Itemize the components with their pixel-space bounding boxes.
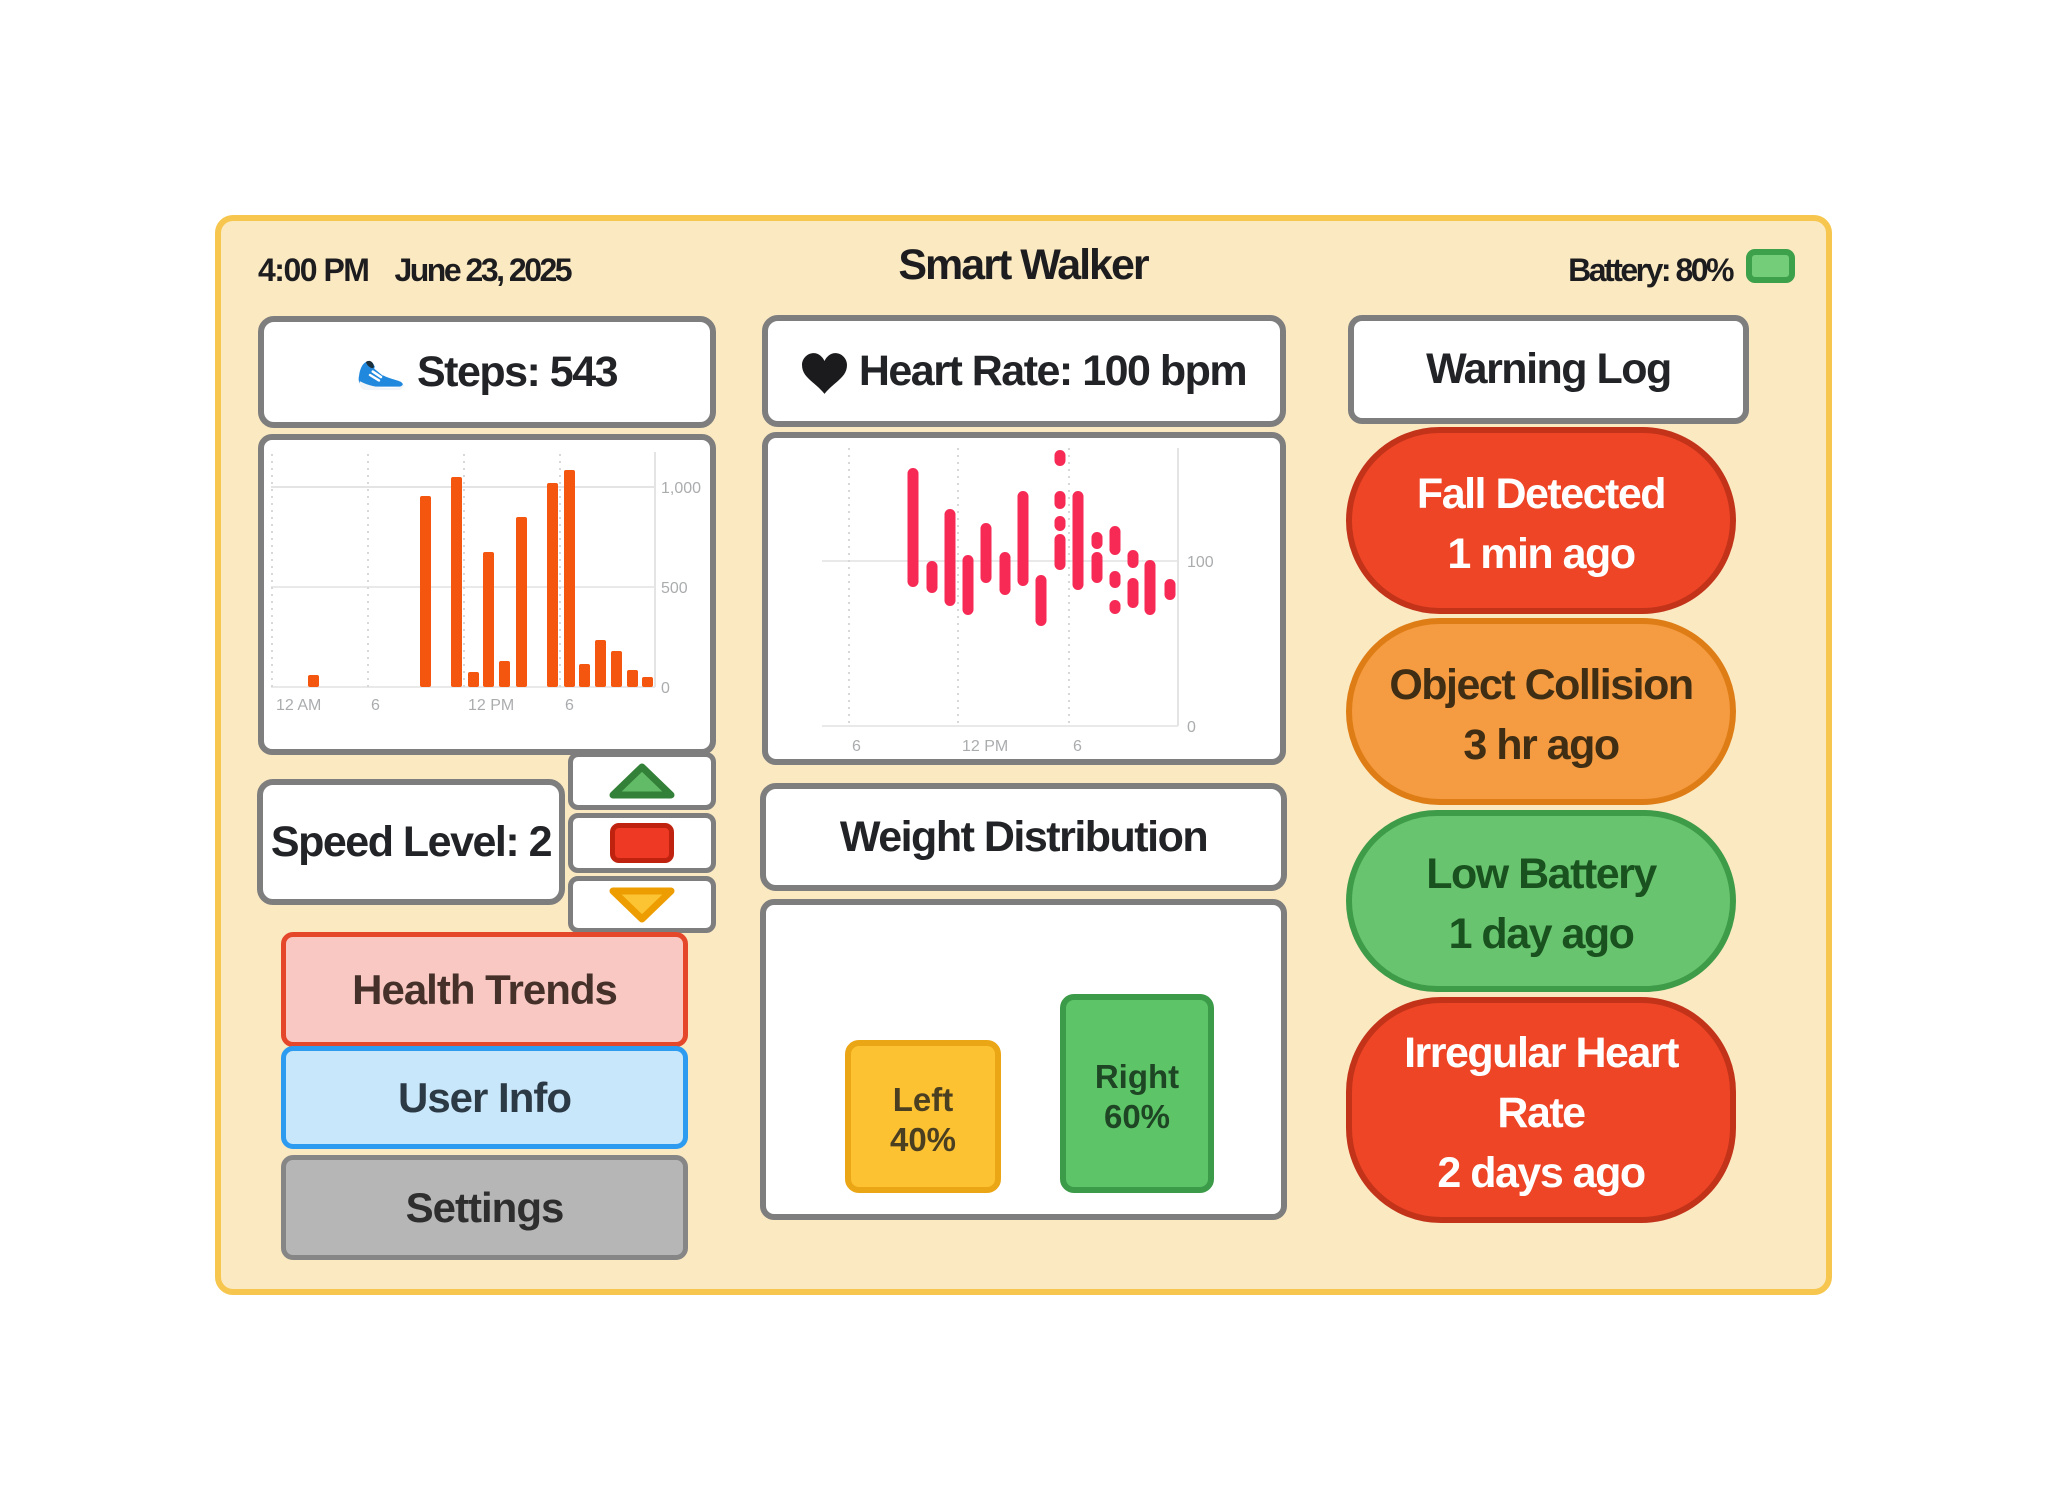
svg-text:12 PM: 12 PM — [468, 697, 514, 714]
svg-text:1,000: 1,000 — [661, 480, 701, 497]
svg-text:0: 0 — [1187, 719, 1196, 736]
svg-text:6: 6 — [371, 697, 380, 714]
svg-text:500: 500 — [661, 580, 688, 597]
svg-text:0: 0 — [661, 680, 670, 697]
svg-text:12 PM: 12 PM — [962, 738, 1008, 755]
svg-text:6: 6 — [852, 738, 861, 755]
svg-text:12 AM: 12 AM — [276, 697, 321, 714]
svg-text:6: 6 — [565, 697, 574, 714]
svg-text:100: 100 — [1187, 554, 1214, 571]
svg-text:6: 6 — [1073, 738, 1082, 755]
